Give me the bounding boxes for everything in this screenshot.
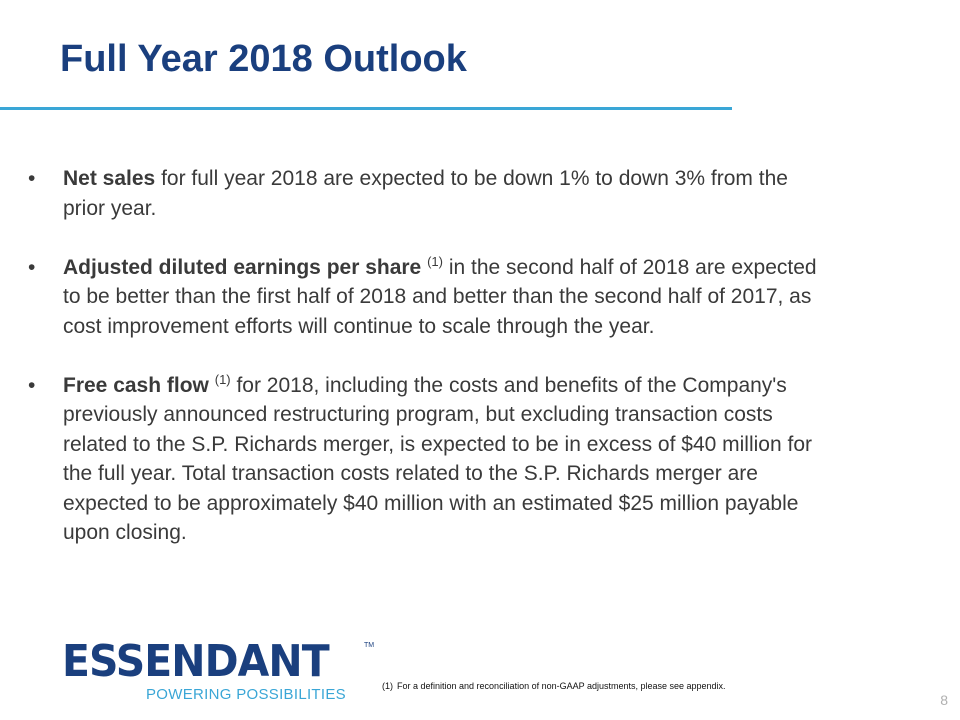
- bullet-net-sales: • Net sales for full year 2018 are expect…: [28, 164, 828, 223]
- bullet-bold-term: Free cash flow: [63, 373, 209, 397]
- bullet-dot-icon: •: [28, 255, 36, 279]
- bullet-list: • Net sales for full year 2018 are expect…: [28, 164, 828, 548]
- bullet-text: for full year 2018 are expected to be do…: [63, 167, 788, 220]
- footnote-reference: (1): [214, 371, 231, 387]
- logo-tagline: POWERING POSSIBILITIES: [146, 686, 346, 703]
- bullet-bold-term: Net sales: [63, 167, 156, 190]
- footnote: (1) For a definition and reconciliation o…: [382, 681, 726, 691]
- footnote-marker: (1): [382, 681, 393, 691]
- essendant-logo: ESSENDANT TM POWERING POSSIBILITIES: [62, 640, 382, 706]
- logo-wordmark: ESSENDANT: [62, 636, 330, 687]
- bullet-adjusted-eps: • Adjusted diluted earnings per share (1)…: [28, 253, 828, 342]
- trademark-symbol: TM: [364, 642, 375, 649]
- bullet-text: in the second half of 2018 are expected …: [63, 255, 817, 338]
- footnote-text: For a definition and reconciliation of n…: [397, 681, 726, 691]
- bullet-bold-term: Adjusted diluted earnings per share: [63, 255, 422, 279]
- bullet-dot-icon: •: [28, 167, 36, 190]
- bullet-dot-icon: •: [28, 373, 36, 397]
- bullet-text: for 2018, including the costs and benefi…: [63, 373, 813, 545]
- title-divider: [0, 107, 732, 110]
- bullet-free-cash-flow: • Free cash flow (1) for 2018, including …: [28, 371, 828, 548]
- footnote-reference: (1): [427, 253, 443, 269]
- page-number: 8: [940, 692, 948, 708]
- slide-title: Full Year 2018 Outlook: [60, 38, 467, 80]
